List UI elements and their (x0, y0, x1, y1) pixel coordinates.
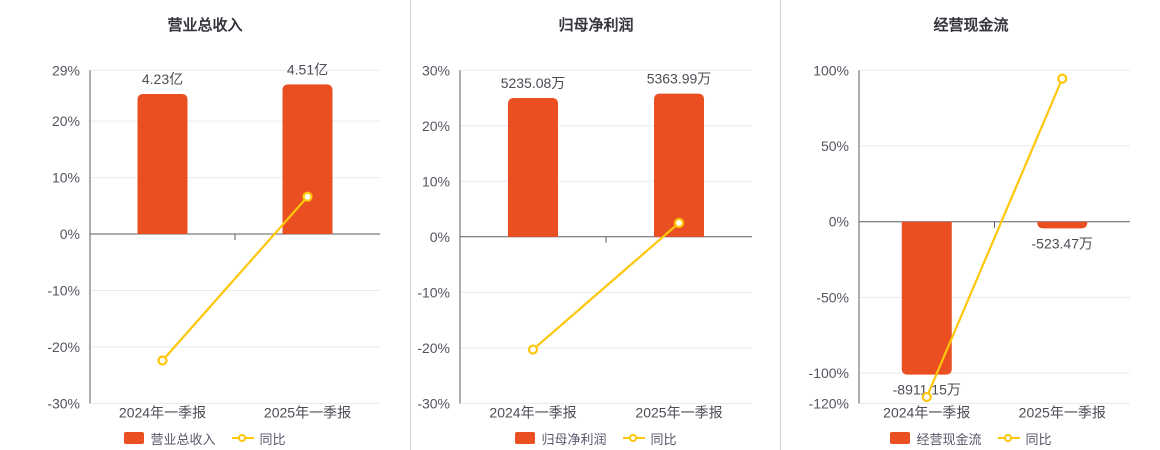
svg-text:-100%: -100% (809, 365, 849, 381)
svg-text:-10%: -10% (47, 283, 80, 299)
svg-text:2024年一季报: 2024年一季报 (489, 405, 576, 421)
svg-text:2025年一季报: 2025年一季报 (635, 405, 722, 421)
svg-text:-30%: -30% (47, 395, 80, 411)
svg-text:-30%: -30% (417, 395, 450, 411)
svg-text:-50%: -50% (816, 289, 849, 305)
svg-text:4.51亿: 4.51亿 (287, 61, 328, 77)
svg-text:2024年一季报: 2024年一季报 (119, 405, 206, 421)
svg-text:10%: 10% (422, 173, 450, 189)
svg-text:2025年一季报: 2025年一季报 (1019, 405, 1106, 421)
svg-text:-120%: -120% (809, 395, 849, 411)
svg-text:10%: 10% (52, 170, 80, 186)
svg-text:-20%: -20% (47, 339, 80, 355)
svg-text:5363.99万: 5363.99万 (647, 71, 712, 87)
svg-text:0%: 0% (430, 229, 450, 245)
svg-text:-10%: -10% (417, 284, 450, 300)
svg-text:0%: 0% (829, 214, 849, 230)
svg-text:0%: 0% (60, 226, 80, 242)
svg-text:-20%: -20% (417, 340, 450, 356)
svg-text:5235.08万: 5235.08万 (501, 75, 566, 91)
svg-text:-523.47万: -523.47万 (1032, 235, 1093, 251)
svg-text:30%: 30% (422, 62, 450, 78)
svg-text:20%: 20% (52, 113, 80, 129)
svg-text:4.23亿: 4.23亿 (142, 71, 183, 87)
svg-text:2025年一季报: 2025年一季报 (264, 405, 351, 421)
svg-text:50%: 50% (821, 138, 849, 154)
svg-text:100%: 100% (813, 62, 849, 78)
svg-text:20%: 20% (422, 118, 450, 134)
svg-text:29%: 29% (52, 62, 80, 78)
svg-text:2024年一季报: 2024年一季报 (883, 405, 970, 421)
